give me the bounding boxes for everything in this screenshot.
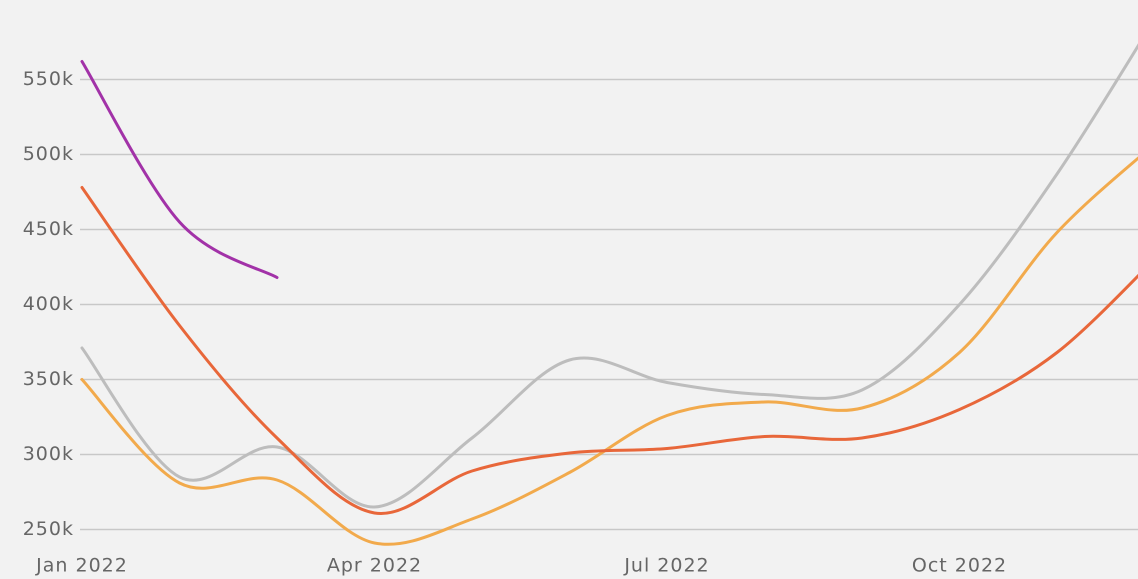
y-tick-label: 450k bbox=[23, 218, 74, 240]
grid: 250k 300k 350k 400k 450k 500k 550k Jan 2022 Apr … bbox=[23, 68, 1138, 577]
x-tick-label: Apr 2022 bbox=[327, 555, 422, 577]
y-tick-label: 350k bbox=[23, 368, 74, 390]
x-tick-label: Oct 2022 bbox=[912, 555, 1007, 577]
series-line bbox=[80, 186, 1138, 515]
series-line bbox=[80, 43, 1138, 509]
y-tick-label: 400k bbox=[23, 293, 74, 315]
lines bbox=[80, 43, 1138, 546]
x-tick-label: Jul 2022 bbox=[623, 555, 709, 577]
series-line bbox=[80, 60, 279, 279]
series-line bbox=[80, 156, 1138, 546]
x-tick-label: Jan 2022 bbox=[35, 555, 128, 577]
y-tick-label: 500k bbox=[23, 143, 74, 165]
y-tick-label: 550k bbox=[23, 68, 74, 90]
y-tick-label: 250k bbox=[23, 518, 74, 540]
y-tick-label: 300k bbox=[23, 443, 74, 465]
